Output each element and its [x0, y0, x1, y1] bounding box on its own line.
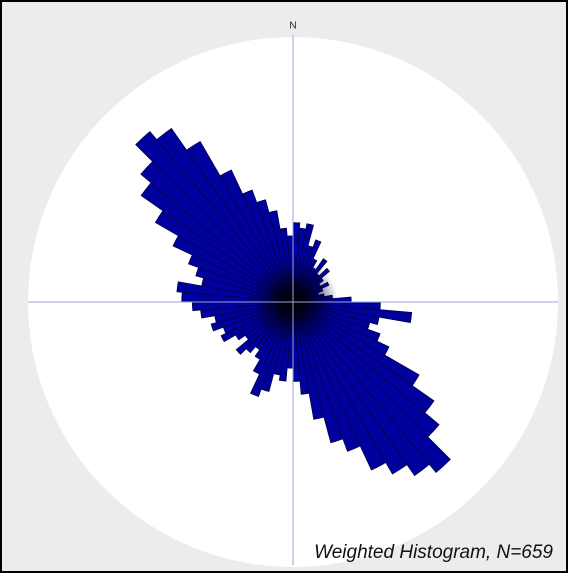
- annotation: Weighted Histogram, N=659: [314, 542, 553, 563]
- wedge: [186, 140, 294, 303]
- wedge: [156, 127, 294, 303]
- wedge: [292, 301, 387, 471]
- wedge: [292, 301, 451, 473]
- wedge: [135, 131, 294, 303]
- north-label: N: [289, 21, 296, 32]
- wedge: [292, 301, 408, 475]
- wedge: [292, 301, 430, 477]
